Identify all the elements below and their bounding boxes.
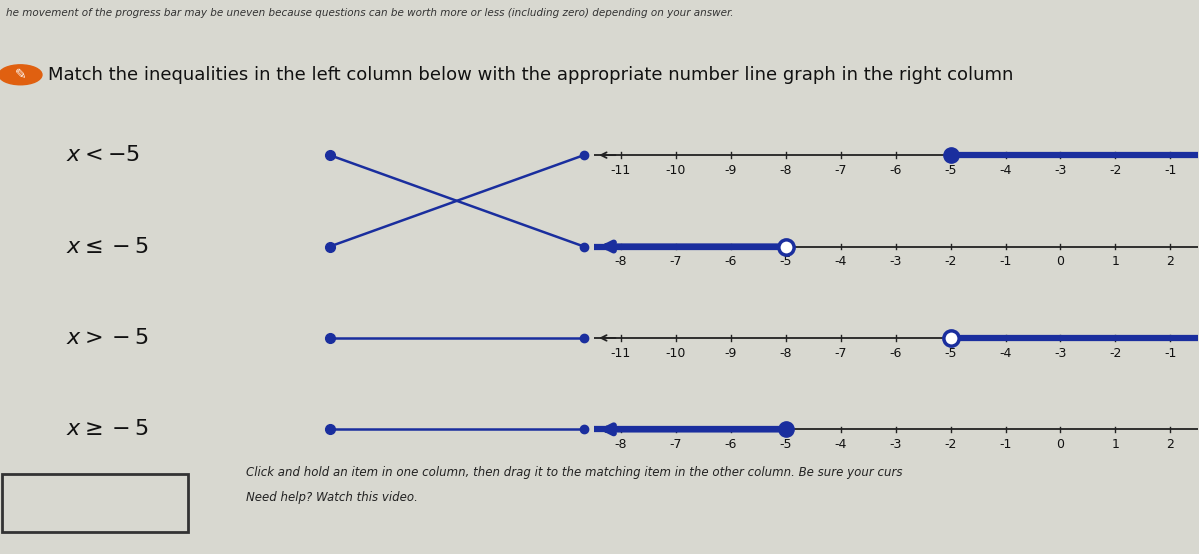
- Text: Match the inequalities in the left column below with the appropriate number line: Match the inequalities in the left colum…: [48, 66, 1013, 84]
- Text: -5: -5: [779, 438, 793, 451]
- Text: -5: -5: [945, 347, 957, 360]
- Text: -10: -10: [665, 347, 686, 360]
- Text: $x < -5$: $x < -5$: [66, 145, 140, 165]
- Text: he movement of the progress bar may be uneven because questions can be worth mor: he movement of the progress bar may be u…: [6, 8, 734, 18]
- Text: -4: -4: [999, 164, 1012, 177]
- Text: ✎: ✎: [14, 68, 26, 82]
- Text: -2: -2: [1109, 164, 1121, 177]
- Text: -8: -8: [779, 347, 793, 360]
- Text: -9: -9: [724, 347, 737, 360]
- Text: -4: -4: [999, 347, 1012, 360]
- Text: -1: -1: [999, 255, 1012, 268]
- Text: 0: 0: [1056, 255, 1065, 268]
- Text: 0: 0: [1056, 438, 1065, 451]
- Text: $x > -5$: $x > -5$: [66, 328, 149, 348]
- Text: Need help? Watch this video.: Need help? Watch this video.: [246, 491, 417, 504]
- Text: Clear: Clear: [71, 494, 120, 512]
- FancyBboxPatch shape: [2, 474, 188, 532]
- Text: -8: -8: [779, 164, 793, 177]
- Text: -11: -11: [610, 164, 631, 177]
- Text: Click and hold an item in one column, then drag it to the matching item in the o: Click and hold an item in one column, th…: [246, 466, 903, 479]
- Text: -11: -11: [610, 347, 631, 360]
- Text: 2: 2: [1167, 438, 1174, 451]
- Text: -3: -3: [1054, 164, 1067, 177]
- Text: -6: -6: [890, 347, 902, 360]
- Text: -6: -6: [724, 438, 737, 451]
- Text: -6: -6: [890, 164, 902, 177]
- Text: -7: -7: [670, 255, 682, 268]
- Text: -3: -3: [890, 255, 902, 268]
- Text: -3: -3: [890, 438, 902, 451]
- Text: -7: -7: [670, 438, 682, 451]
- Text: 2: 2: [1167, 255, 1174, 268]
- Text: -2: -2: [945, 255, 957, 268]
- Text: -9: -9: [724, 164, 737, 177]
- Text: -10: -10: [665, 164, 686, 177]
- Text: $x \leq -5$: $x \leq -5$: [66, 237, 149, 257]
- Text: -7: -7: [835, 164, 846, 177]
- Text: $x \geq -5$: $x \geq -5$: [66, 419, 149, 439]
- Text: -2: -2: [945, 438, 957, 451]
- Text: -2: -2: [1109, 347, 1121, 360]
- Text: -6: -6: [724, 255, 737, 268]
- Text: -3: -3: [1054, 347, 1067, 360]
- Text: -1: -1: [1164, 347, 1176, 360]
- Text: -4: -4: [835, 438, 846, 451]
- Text: -4: -4: [835, 255, 846, 268]
- Text: -5: -5: [779, 255, 793, 268]
- Text: 1: 1: [1111, 438, 1120, 451]
- Text: -8: -8: [615, 438, 627, 451]
- Text: -5: -5: [945, 164, 957, 177]
- Text: 1: 1: [1111, 255, 1120, 268]
- Text: -1: -1: [999, 438, 1012, 451]
- Text: -7: -7: [835, 347, 846, 360]
- Circle shape: [0, 65, 42, 85]
- Text: -8: -8: [615, 255, 627, 268]
- Text: -1: -1: [1164, 164, 1176, 177]
